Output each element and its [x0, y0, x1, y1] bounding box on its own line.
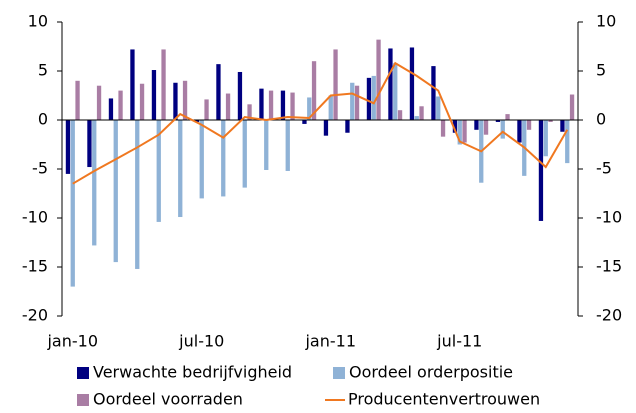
- bar: [290, 92, 295, 120]
- bar: [92, 120, 97, 246]
- bar: [280, 90, 286, 120]
- bar: [161, 49, 166, 120]
- bar: [560, 120, 565, 132]
- bar: [178, 120, 183, 218]
- bar: [323, 120, 329, 136]
- legend-label: Verwachte bedrijfvigheid: [93, 363, 292, 382]
- bar: [526, 120, 532, 130]
- bar: [204, 99, 209, 120]
- bar: [225, 93, 231, 120]
- legend-label: Oordeel orderpositie: [349, 363, 513, 382]
- bar: [65, 120, 71, 174]
- bar: [247, 104, 252, 120]
- bar: [221, 120, 226, 197]
- bar: [96, 85, 102, 120]
- bar: [139, 83, 145, 120]
- bar: [543, 120, 548, 157]
- bar: [156, 120, 161, 222]
- bar: [130, 49, 135, 120]
- line: [72, 61, 569, 185]
- legend-swatch: [333, 367, 345, 379]
- bar: [264, 120, 269, 170]
- x-tick-label: jan-10: [46, 332, 98, 351]
- bar: [70, 120, 75, 287]
- bar: [87, 120, 92, 168]
- y-tick-label: 10: [28, 12, 48, 31]
- bar: [242, 120, 247, 188]
- bar: [474, 120, 479, 130]
- bar: [436, 96, 441, 120]
- y-tick-label: 5: [38, 61, 48, 80]
- bar: [517, 120, 522, 143]
- x-tick-label: jul-11: [436, 332, 482, 351]
- bar: [366, 77, 372, 120]
- legend-swatch: [77, 367, 89, 379]
- bar: [328, 95, 333, 120]
- y-tick-label: -15: [22, 257, 48, 276]
- y-tick-label: -5: [32, 159, 48, 178]
- bar: [311, 61, 317, 120]
- bar: [462, 120, 467, 143]
- bar: [350, 82, 355, 120]
- bar: [108, 98, 114, 120]
- bar: [371, 75, 376, 120]
- y-tick-label: 0: [38, 110, 48, 129]
- bar: [75, 80, 80, 120]
- bar: [409, 47, 415, 121]
- y2-tick-label: -15: [596, 257, 622, 276]
- legend-label: Producentenvertrouwen: [348, 390, 540, 409]
- bar: [302, 120, 307, 124]
- bar: [388, 48, 393, 120]
- y2-tick-label: -20: [596, 306, 622, 325]
- bar: [307, 97, 312, 120]
- y-tick-label: -10: [22, 208, 48, 227]
- bar: [354, 85, 360, 120]
- bar: [393, 63, 398, 120]
- bar: [333, 49, 338, 120]
- y2-tick-label: -5: [596, 159, 612, 178]
- bar: [457, 120, 462, 145]
- bar: [268, 90, 274, 120]
- bar: [237, 71, 243, 120]
- bar: [216, 64, 221, 120]
- bar: [118, 90, 123, 120]
- y2-tick-label: 10: [596, 12, 616, 31]
- bar: [505, 114, 510, 120]
- y2-tick-label: 0: [596, 110, 606, 129]
- bar: [419, 106, 424, 120]
- bar: [414, 116, 419, 120]
- bar: [500, 120, 505, 139]
- x-tick-label: jan-11: [304, 332, 356, 351]
- bar: [483, 120, 489, 135]
- bar: [565, 120, 570, 164]
- bar: [548, 120, 553, 122]
- y2-tick-label: 5: [596, 61, 606, 80]
- legend-swatch: [77, 394, 89, 406]
- bar: [151, 70, 157, 120]
- bar: [199, 120, 204, 199]
- bar: [440, 120, 446, 137]
- bar: [194, 120, 200, 122]
- y2-tick-label: -10: [596, 208, 622, 227]
- y-tick-label: -20: [22, 306, 48, 325]
- bar: [285, 120, 290, 171]
- bar: [569, 94, 575, 120]
- bar: [182, 80, 188, 120]
- bar: [452, 120, 458, 133]
- bar: [376, 39, 381, 120]
- bar: [259, 88, 264, 120]
- x-tick-label: jul-10: [178, 332, 224, 351]
- bar: [397, 110, 403, 120]
- legend-label: Oordeel voorraden: [93, 390, 243, 409]
- bar: [538, 120, 544, 221]
- bar: [113, 120, 118, 263]
- bar: [431, 66, 436, 120]
- bar: [135, 120, 140, 269]
- bar: [495, 120, 501, 122]
- bar: [345, 120, 350, 133]
- bar: [173, 82, 178, 120]
